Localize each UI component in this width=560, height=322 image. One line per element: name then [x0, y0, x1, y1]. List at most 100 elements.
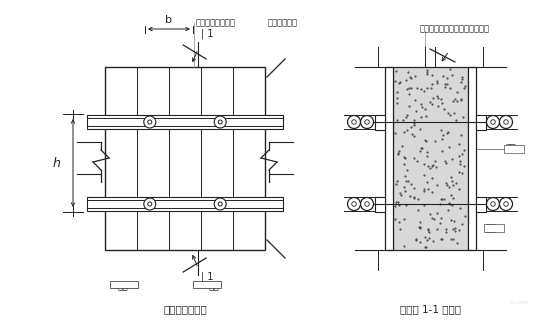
Point	[393, 95, 402, 100]
Text: b: b	[166, 15, 172, 25]
Point	[399, 130, 408, 135]
Point	[425, 235, 434, 240]
Point	[394, 152, 403, 157]
Point	[448, 98, 457, 103]
Point	[451, 226, 460, 231]
Text: h: h	[52, 156, 60, 169]
Circle shape	[348, 116, 361, 128]
Circle shape	[352, 202, 356, 206]
Point	[455, 228, 464, 233]
Point	[405, 194, 414, 199]
Point	[395, 203, 404, 208]
Point	[391, 68, 400, 73]
Point	[427, 72, 436, 77]
Point	[419, 202, 428, 207]
Point	[427, 216, 436, 221]
Point	[447, 73, 456, 78]
Point	[428, 238, 437, 243]
Point	[426, 166, 435, 171]
Point	[403, 179, 412, 184]
Point	[415, 225, 424, 231]
Bar	[375, 115, 385, 129]
Point	[398, 144, 407, 149]
Bar	[375, 196, 385, 212]
Bar	[393, 67, 468, 250]
Point	[416, 127, 424, 132]
Point	[402, 113, 411, 118]
Circle shape	[491, 120, 495, 124]
Point	[446, 192, 455, 197]
Point	[454, 187, 463, 192]
Point	[446, 237, 455, 242]
Point	[428, 163, 437, 168]
Point	[445, 184, 454, 189]
Point	[444, 207, 453, 213]
Point	[455, 158, 464, 163]
Point	[453, 98, 462, 103]
Point	[409, 185, 418, 190]
Circle shape	[487, 116, 500, 128]
Point	[410, 97, 419, 102]
Point	[432, 182, 441, 187]
Point	[391, 182, 400, 187]
Point	[442, 160, 451, 165]
Circle shape	[348, 197, 361, 211]
Point	[399, 217, 408, 222]
Point	[455, 170, 464, 175]
Circle shape	[148, 120, 152, 124]
Point	[427, 176, 436, 181]
Point	[423, 237, 432, 242]
Point	[400, 155, 409, 160]
Point	[445, 86, 454, 91]
Circle shape	[500, 116, 512, 128]
Point	[407, 125, 416, 130]
Point	[457, 96, 466, 101]
Point	[429, 217, 438, 222]
Point	[421, 139, 430, 144]
Point	[459, 85, 468, 90]
Text: 主楞（圆形钢管）: 主楞（圆形钢管）	[196, 18, 236, 27]
Point	[427, 85, 436, 90]
Point	[451, 118, 460, 123]
Point	[438, 237, 447, 242]
Point	[441, 181, 450, 186]
Circle shape	[144, 116, 156, 128]
Point	[450, 229, 459, 234]
Point	[419, 89, 428, 94]
Point	[407, 131, 416, 137]
Point	[445, 67, 454, 72]
Point	[455, 205, 464, 210]
Point	[400, 174, 409, 179]
Circle shape	[487, 197, 500, 211]
Point	[421, 245, 430, 250]
Text: g.com: g.com	[510, 300, 530, 305]
Point	[395, 227, 404, 232]
Point	[394, 150, 403, 156]
Point	[422, 69, 431, 74]
Point	[452, 240, 461, 245]
Point	[417, 86, 426, 91]
Point	[391, 130, 400, 135]
Point	[437, 236, 446, 241]
Point	[412, 236, 421, 241]
Point	[417, 105, 426, 110]
Point	[432, 165, 441, 170]
Point	[421, 107, 430, 112]
Point	[431, 138, 440, 144]
Point	[444, 201, 453, 206]
Point	[410, 73, 419, 79]
Point	[435, 202, 444, 207]
Point	[447, 218, 456, 223]
Circle shape	[365, 202, 369, 206]
Point	[450, 96, 459, 101]
Point	[412, 109, 421, 114]
Point	[419, 161, 428, 166]
Point	[417, 146, 426, 151]
Point	[438, 136, 447, 141]
Point	[446, 113, 455, 118]
Point	[459, 163, 468, 168]
Bar	[475, 115, 486, 129]
Point	[427, 190, 436, 195]
Point	[395, 219, 404, 224]
Point	[428, 82, 437, 87]
